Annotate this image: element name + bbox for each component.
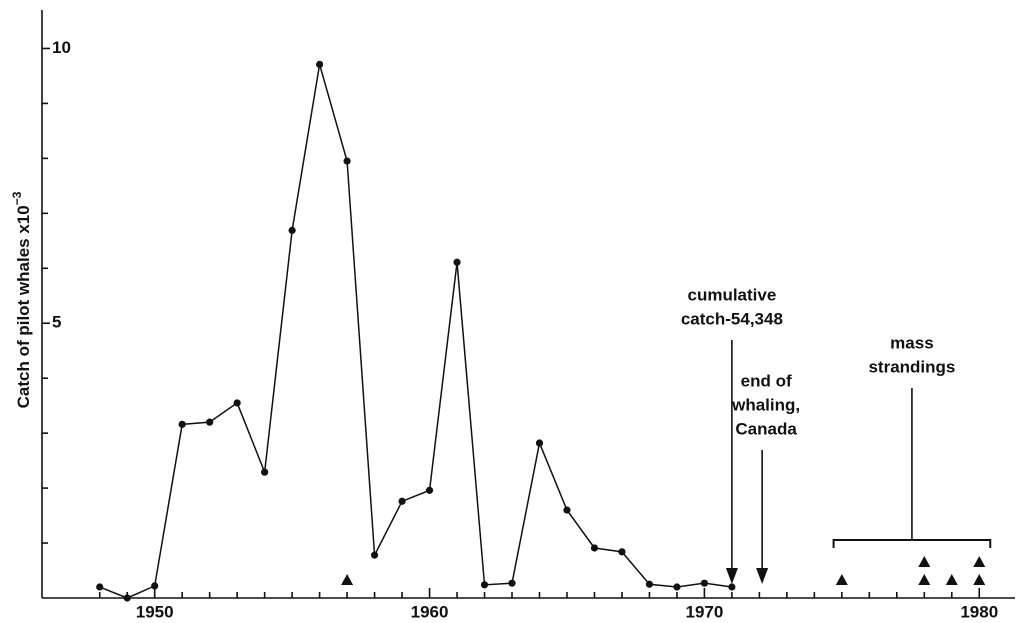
- data-point: [673, 583, 681, 591]
- data-point: [480, 581, 489, 589]
- y-tick-label: 5: [52, 313, 61, 332]
- data-point: [535, 439, 544, 447]
- data-point: [123, 594, 131, 602]
- data-point: [316, 60, 324, 69]
- data-point: [178, 420, 186, 428]
- y-label-exponent: −3: [10, 191, 24, 205]
- bracket: [832, 539, 992, 548]
- data-point: [618, 548, 626, 556]
- annotation-text: strandings: [868, 357, 955, 376]
- data-point: [288, 226, 296, 234]
- annotation-text: Canada: [735, 419, 797, 438]
- annotation-text: mass: [890, 333, 933, 352]
- data-point: [151, 582, 159, 590]
- stranding-marker: [973, 574, 986, 585]
- y-axis-label: Catch of pilot whales x10−3: [10, 191, 33, 408]
- x-tick-label: 1950: [136, 602, 174, 621]
- annotation-text: end of: [741, 371, 792, 390]
- data-point: [261, 468, 269, 476]
- y-tick-label: 10: [52, 38, 71, 57]
- x-tick-label: 1960: [411, 602, 449, 621]
- stranding-marker: [918, 574, 931, 585]
- data-point: [508, 579, 516, 587]
- data-point: [645, 580, 654, 588]
- annotation-arrowhead: [725, 568, 738, 584]
- annotation-text: catch-54,348: [681, 309, 783, 328]
- data-point: [233, 399, 241, 407]
- annotation-arrowhead: [756, 568, 769, 584]
- y-label-text: Catch of pilot whales x10: [14, 205, 33, 408]
- data-point: [700, 579, 709, 587]
- annotation-text: cumulative: [687, 285, 776, 304]
- stranding-marker: [973, 556, 986, 567]
- stranding-marker: [341, 574, 354, 585]
- data-point: [590, 544, 599, 552]
- data-point: [370, 551, 379, 559]
- x-tick-label: 1980: [960, 602, 998, 621]
- stranding-marker: [918, 556, 931, 567]
- data-point: [453, 258, 461, 266]
- data-line: [99, 64, 732, 599]
- annotation-text: whaling,: [731, 395, 800, 414]
- data-point: [343, 157, 351, 165]
- data-point: [398, 497, 406, 505]
- data-point: [728, 583, 736, 591]
- data-point: [96, 583, 104, 591]
- stranding-marker: [945, 574, 958, 585]
- data-point: [206, 418, 214, 426]
- x-tick-label: 1970: [685, 602, 723, 621]
- stranding-marker: [835, 574, 848, 585]
- data-point: [425, 486, 434, 494]
- data-point: [563, 506, 571, 514]
